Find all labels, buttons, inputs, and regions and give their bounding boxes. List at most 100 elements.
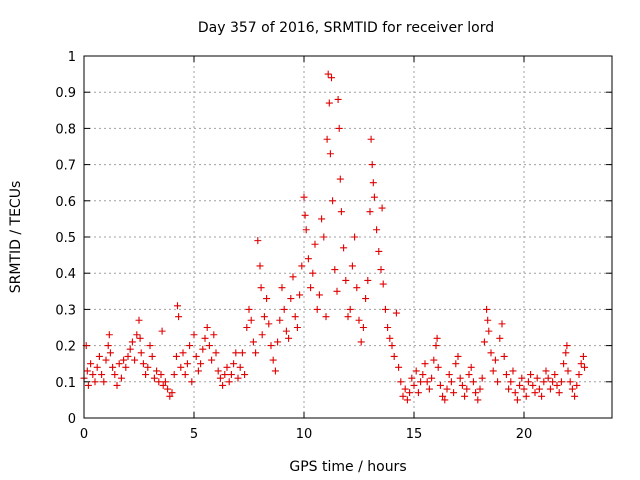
- data-point: [331, 266, 339, 274]
- data-point: [260, 313, 268, 321]
- data-point: [293, 324, 301, 331]
- data-point: [278, 284, 286, 292]
- data-point: [212, 349, 220, 357]
- data-point: [480, 338, 488, 346]
- data-point: [120, 356, 128, 364]
- data-point: [522, 392, 530, 400]
- data-point: [243, 324, 251, 331]
- data-point: [467, 363, 475, 371]
- data-point: [401, 385, 409, 393]
- data-point: [340, 244, 348, 252]
- data-point: [562, 349, 570, 357]
- data-point: [158, 327, 166, 335]
- data-point: [494, 378, 502, 386]
- data-point: [353, 284, 361, 292]
- data-point: [219, 381, 227, 389]
- data-point: [105, 331, 113, 339]
- data-point: [566, 378, 574, 386]
- data-point: [102, 356, 110, 364]
- data-point: [186, 342, 194, 350]
- data-point: [238, 349, 246, 357]
- data-point: [527, 371, 535, 379]
- data-point: [557, 378, 565, 386]
- data-point: [93, 363, 101, 371]
- data-point: [329, 197, 337, 205]
- data-point: [487, 349, 495, 357]
- data-point: [454, 352, 462, 360]
- y-tick-label: 1: [68, 50, 76, 65]
- data-point: [507, 378, 515, 386]
- data-point: [379, 280, 387, 288]
- data-point: [351, 233, 359, 241]
- data-point: [434, 363, 442, 371]
- data-point: [505, 385, 513, 393]
- data-point: [336, 175, 344, 183]
- data-point: [575, 371, 583, 379]
- plot-frame: [83, 55, 613, 419]
- data-point: [369, 179, 377, 187]
- data-point: [318, 215, 326, 223]
- data-point: [344, 313, 352, 321]
- data-point: [469, 378, 477, 386]
- data-point: [197, 360, 205, 368]
- data-point: [368, 161, 376, 169]
- data-point: [433, 334, 441, 342]
- data-point: [287, 295, 295, 303]
- data-point: [524, 378, 532, 386]
- data-point: [500, 352, 508, 360]
- chart-title: Day 357 of 2016, SRMTID for receiver lor…: [198, 20, 494, 36]
- data-point: [104, 342, 112, 350]
- data-point: [348, 262, 356, 270]
- data-point: [417, 378, 425, 386]
- data-point: [216, 374, 224, 382]
- data-point: [509, 367, 517, 375]
- y-axis-label: SRMTID / TECUs: [8, 181, 24, 294]
- data-point: [549, 378, 557, 386]
- data-point: [323, 135, 331, 143]
- data-point: [359, 324, 367, 331]
- data-point: [146, 342, 154, 350]
- data-point: [269, 356, 277, 364]
- data-point: [447, 378, 455, 386]
- data-point: [91, 378, 99, 386]
- data-point: [227, 371, 235, 379]
- data-point: [139, 360, 147, 368]
- data-point: [516, 381, 524, 389]
- data-point: [133, 331, 141, 339]
- data-point: [214, 367, 222, 375]
- data-point: [221, 371, 229, 379]
- data-point: [498, 320, 506, 328]
- data-point: [201, 334, 209, 342]
- data-point: [172, 352, 180, 360]
- data-point: [320, 233, 328, 241]
- data-point: [301, 211, 309, 219]
- axis-ticks: 00.10.20.30.40.50.60.70.80.910 5 10 15 20: [55, 50, 612, 442]
- data-point: [304, 255, 312, 263]
- data-point: [324, 70, 332, 78]
- data-point: [153, 367, 161, 375]
- data-point: [328, 74, 335, 82]
- data-point: [551, 371, 559, 379]
- data-point: [131, 356, 139, 364]
- data-point: [538, 392, 546, 400]
- data-point: [115, 360, 123, 368]
- data-point: [164, 385, 172, 393]
- data-point: [520, 385, 528, 393]
- data-point: [84, 381, 92, 389]
- data-point: [282, 327, 290, 335]
- data-point: [472, 389, 480, 397]
- y-tick-label: 0.5: [55, 231, 76, 246]
- data-point: [194, 367, 202, 375]
- data-point: [236, 363, 244, 371]
- data-point: [458, 381, 466, 389]
- data-point: [87, 360, 95, 368]
- data-point: [337, 208, 345, 216]
- data-point: [474, 396, 482, 404]
- data-point: [137, 349, 145, 357]
- data-point: [291, 313, 299, 321]
- data-point: [174, 302, 181, 310]
- data-point: [513, 396, 521, 404]
- data-points: [80, 70, 588, 404]
- data-point: [531, 389, 539, 397]
- data-point: [144, 363, 152, 371]
